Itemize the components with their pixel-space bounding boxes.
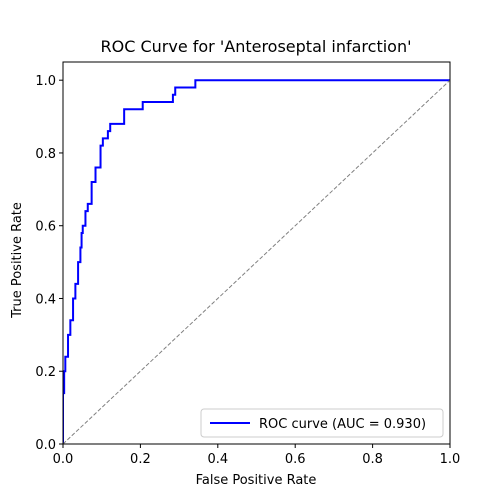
roc-curve-line <box>63 79 450 444</box>
plot-area: 0.0 0.2 0.4 0.6 0.8 1.0 0.0 0.2 0.4 0.6 0.8 1.0 ROC … <box>35 61 461 467</box>
x-tick-label: 0.2 <box>130 452 151 467</box>
x-tick-label: 1.0 <box>440 452 461 467</box>
legend-label: ROC curve (AUC = 0.930) <box>259 417 426 432</box>
x-axis-label: False Positive Rate <box>196 473 317 488</box>
chance-diagonal-line <box>63 79 450 444</box>
y-tick-label: 1.0 <box>35 74 56 89</box>
axes-frame <box>62 61 451 445</box>
y-tick-label: 0.6 <box>35 220 56 235</box>
y-tick-label: 0.4 <box>35 292 56 307</box>
chart-title: ROC Curve for 'Anteroseptal infarction' <box>101 37 412 56</box>
x-tick-label: 0.6 <box>285 452 306 467</box>
y-tick-label: 0.8 <box>35 147 56 162</box>
y-tick-label: 0.0 <box>35 438 56 453</box>
series-group <box>63 79 450 444</box>
x-tick-label: 0.4 <box>207 452 228 467</box>
y-axis-label: True Positive Rate <box>10 202 25 319</box>
legend-box <box>200 408 444 438</box>
y-tick-label: 0.2 <box>35 365 56 380</box>
x-tick-label: 0.8 <box>362 452 383 467</box>
x-tick-label: 0.0 <box>53 452 74 467</box>
